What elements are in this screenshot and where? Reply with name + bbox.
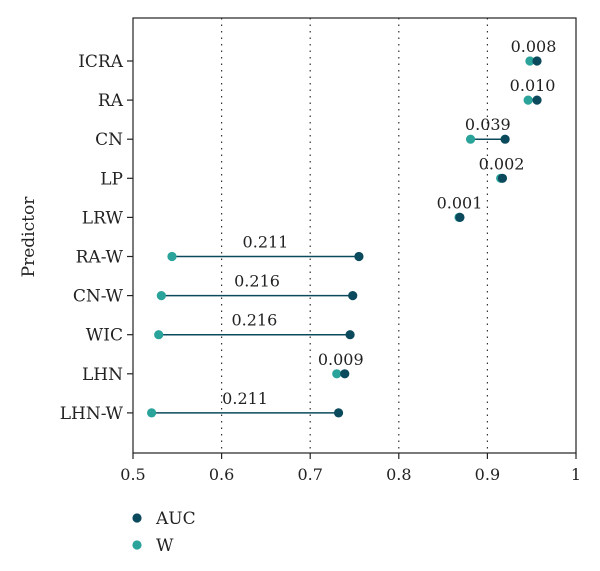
auc-point	[532, 56, 542, 66]
difference-label: 0.001	[437, 193, 483, 212]
legend: AUC W	[132, 509, 196, 556]
plot-marks: 0.008 0.010 0.039 0.002 0.001 0.211 0.216 0.216…	[147, 37, 556, 418]
x-tick-label: 0.9	[475, 465, 500, 484]
predictor-label: CN	[95, 130, 123, 150]
w-point	[154, 330, 164, 340]
x-tick-label: 0.8	[386, 465, 411, 484]
predictor-label: LRW	[82, 208, 124, 228]
w-point	[332, 369, 342, 379]
grid-lines	[221, 18, 488, 453]
difference-label: 0.216	[234, 272, 280, 291]
predictor-label: WIC	[86, 326, 123, 346]
legend-label: W	[156, 536, 174, 556]
auc-point	[455, 212, 465, 222]
predictor-label: ICRA	[78, 52, 124, 72]
legend-marker	[132, 540, 142, 550]
auc-point	[333, 408, 344, 418]
difference-label: 0.002	[479, 154, 525, 173]
auc-point	[497, 173, 508, 183]
auc-point	[354, 251, 364, 262]
difference-label: 0.008	[511, 37, 557, 56]
plot-frame	[132, 17, 577, 454]
difference-label: 0.211	[243, 233, 289, 252]
auc-point	[340, 369, 350, 379]
predictor-label: RA	[98, 91, 124, 111]
auc-point	[345, 330, 355, 340]
auc-point	[348, 291, 358, 301]
predictor-label: RA-W	[76, 248, 124, 268]
auc-point	[500, 134, 510, 144]
predictor-label: LHN	[82, 365, 123, 385]
difference-label: 0.211	[222, 389, 268, 408]
y-axis: ICRA RA CN LP LRW RA-W CN-W WIC LHN LHN-W	[60, 52, 133, 424]
predictor-label: LP	[100, 169, 123, 189]
w-point	[147, 408, 157, 418]
w-point	[465, 134, 476, 144]
legend-label: AUC	[155, 509, 196, 529]
difference-label: 0.010	[510, 76, 556, 95]
w-point	[525, 56, 535, 66]
difference-label: 0.009	[318, 350, 364, 369]
w-point	[523, 95, 533, 105]
difference-label: 0.216	[231, 311, 277, 330]
x-tick-label: 0.7	[297, 465, 322, 484]
predictor-label: CN-W	[73, 287, 124, 307]
auc-point	[532, 95, 542, 105]
legend-marker	[132, 513, 142, 523]
y-axis-title: Predictor	[19, 196, 39, 278]
difference-label: 0.039	[465, 115, 511, 134]
predictor-label: LHN-W	[60, 404, 124, 424]
x-tick-label: 0.5	[120, 465, 145, 484]
x-tick-label: 0.6	[209, 465, 234, 484]
w-point	[167, 251, 177, 262]
x-tick-label: 1	[571, 465, 581, 484]
w-point	[156, 291, 166, 301]
x-axis: 0.5 0.6 0.7 0.8 0.9 1	[120, 453, 581, 484]
